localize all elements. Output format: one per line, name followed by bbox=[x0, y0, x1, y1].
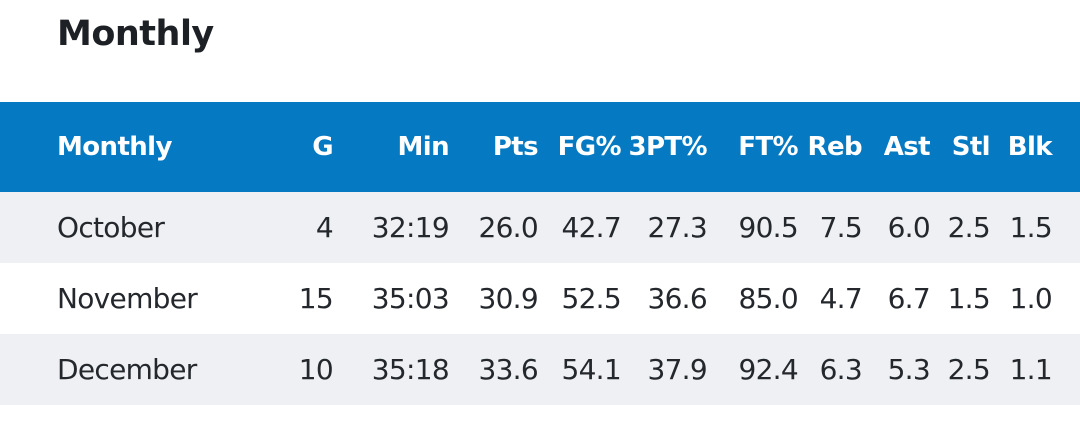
cell-steals: 2.5 bbox=[947, 353, 991, 386]
header-minutes[interactable]: Min bbox=[397, 132, 450, 162]
cell-points: 33.6 bbox=[478, 353, 538, 386]
cell-month: October bbox=[57, 211, 165, 244]
header-assists[interactable]: Ast bbox=[883, 132, 931, 162]
header-ft-pct[interactable]: FT% bbox=[738, 132, 798, 162]
table-header-row: Monthly G Min Pts FG% 3PT% FT% Reb Ast S… bbox=[0, 102, 1080, 192]
cell-minutes: 32:19 bbox=[371, 211, 450, 244]
cell-3pt-pct: 27.3 bbox=[647, 211, 707, 244]
cell-assists: 5.3 bbox=[887, 353, 931, 386]
cell-month: November bbox=[57, 282, 198, 315]
header-games[interactable]: G bbox=[312, 132, 333, 162]
cell-steals: 2.5 bbox=[947, 211, 991, 244]
cell-rebounds: 6.3 bbox=[819, 353, 863, 386]
header-month[interactable]: Monthly bbox=[57, 132, 172, 162]
header-steals[interactable]: Stl bbox=[951, 132, 991, 162]
cell-rebounds: 4.7 bbox=[819, 282, 863, 315]
cell-blocks: 1.1 bbox=[1009, 353, 1053, 386]
cell-blocks: 1.5 bbox=[1009, 211, 1053, 244]
table-row: November 15 35:03 30.9 52.5 36.6 85.0 4.… bbox=[0, 263, 1080, 334]
cell-ft-pct: 90.5 bbox=[738, 211, 798, 244]
cell-3pt-pct: 36.6 bbox=[647, 282, 707, 315]
header-points[interactable]: Pts bbox=[492, 132, 539, 162]
cell-blocks: 1.0 bbox=[1009, 282, 1053, 315]
cell-fg-pct: 52.5 bbox=[561, 282, 621, 315]
cell-ft-pct: 92.4 bbox=[738, 353, 798, 386]
cell-minutes: 35:18 bbox=[371, 353, 450, 386]
monthly-stats-table: Monthly G Min Pts FG% 3PT% FT% Reb Ast S… bbox=[0, 102, 1080, 405]
cell-steals: 1.5 bbox=[947, 282, 991, 315]
cell-points: 30.9 bbox=[478, 282, 538, 315]
cell-points: 26.0 bbox=[478, 211, 538, 244]
header-fg-pct[interactable]: FG% bbox=[557, 132, 622, 162]
header-blocks[interactable]: Blk bbox=[1007, 132, 1053, 162]
header-3pt-pct[interactable]: 3PT% bbox=[628, 132, 707, 162]
cell-ft-pct: 85.0 bbox=[738, 282, 798, 315]
table-row: December 10 35:18 33.6 54.1 37.9 92.4 6.… bbox=[0, 334, 1080, 405]
table-row: October 4 32:19 26.0 42.7 27.3 90.5 7.5 … bbox=[0, 192, 1080, 263]
cell-3pt-pct: 37.9 bbox=[647, 353, 707, 386]
cell-fg-pct: 42.7 bbox=[561, 211, 621, 244]
cell-games: 10 bbox=[298, 353, 334, 386]
header-rebounds[interactable]: Reb bbox=[807, 132, 863, 162]
cell-fg-pct: 54.1 bbox=[561, 353, 621, 386]
cell-minutes: 35:03 bbox=[371, 282, 450, 315]
cell-month: December bbox=[57, 353, 197, 386]
cell-assists: 6.0 bbox=[887, 211, 931, 244]
cell-games: 15 bbox=[298, 282, 334, 315]
section-title: Monthly bbox=[57, 14, 214, 54]
cell-games: 4 bbox=[315, 211, 334, 244]
cell-rebounds: 7.5 bbox=[819, 211, 863, 244]
cell-assists: 6.7 bbox=[887, 282, 931, 315]
